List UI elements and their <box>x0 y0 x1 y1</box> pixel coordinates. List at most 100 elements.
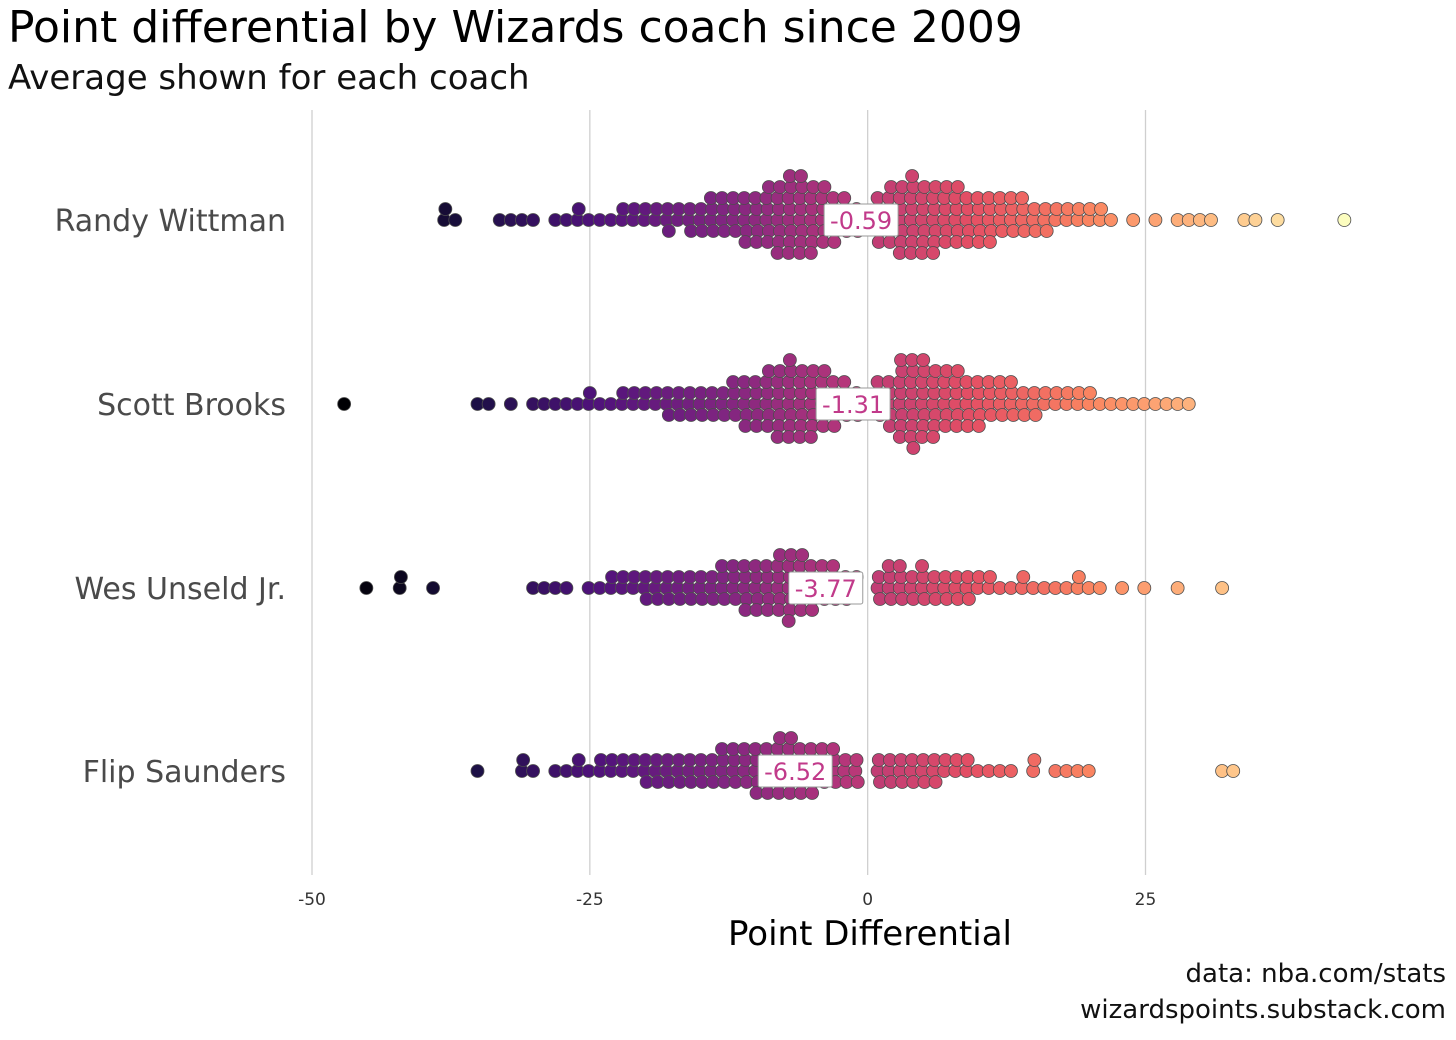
coach-row: Flip Saunders -6.52 <box>83 731 1241 800</box>
game-point <box>359 581 374 595</box>
game-point <box>916 353 931 367</box>
game-point <box>826 742 841 756</box>
game-point <box>516 753 531 767</box>
game-point <box>826 559 841 573</box>
game-point <box>781 614 796 628</box>
game-point <box>926 246 941 260</box>
game-point <box>448 213 463 227</box>
caption-site: wizardspoints.substack.com <box>1080 995 1446 1025</box>
game-point <box>1126 213 1141 227</box>
game-point <box>849 753 864 767</box>
coach-row: Scott Brooks -1.31 <box>97 353 1196 455</box>
game-point <box>983 235 997 249</box>
game-point <box>1204 213 1218 227</box>
x-tick-label: -50 <box>298 890 326 910</box>
average-label: -6.52 <box>764 758 826 786</box>
coach-label: Flip Saunders <box>83 755 286 790</box>
game-point <box>960 753 975 767</box>
game-point <box>481 397 496 411</box>
game-point <box>782 353 797 367</box>
average-label: -0.59 <box>830 207 892 235</box>
game-point <box>526 213 540 227</box>
average-label: -3.77 <box>795 575 857 603</box>
average-label-box <box>788 571 864 605</box>
game-point <box>1027 753 1042 767</box>
x-axis-ticks: -50 -25 0 25 <box>298 890 1156 910</box>
game-point <box>526 764 540 778</box>
game-point <box>1028 408 1043 422</box>
game-point <box>827 235 842 249</box>
x-axis-title: Point Differential <box>728 914 1012 954</box>
game-point <box>1148 213 1163 227</box>
game-point <box>926 430 941 444</box>
game-point <box>915 559 929 573</box>
game-point <box>1181 397 1196 411</box>
game-point <box>426 581 440 595</box>
game-point <box>1137 581 1152 595</box>
coach-label: Scott Brooks <box>97 388 286 423</box>
coach-row: Wes Unseld Jr. -3.77 <box>75 548 1229 628</box>
game-point <box>892 559 907 573</box>
game-point <box>784 731 798 745</box>
game-point <box>1015 191 1029 205</box>
game-point <box>559 581 574 595</box>
game-point <box>817 180 832 194</box>
game-point <box>1170 581 1185 595</box>
game-point <box>661 224 676 238</box>
game-point <box>1004 375 1018 389</box>
game-point <box>850 775 865 789</box>
chart-title: Point differential by Wizards coach sinc… <box>8 2 1023 53</box>
chart-subtitle: Average shown for each coach <box>8 58 530 98</box>
game-point <box>805 603 820 617</box>
game-point <box>794 169 808 183</box>
game-point <box>905 169 920 183</box>
game-point <box>971 419 986 433</box>
caption-source: data: nba.com/stats <box>1185 959 1446 989</box>
game-point <box>928 775 943 789</box>
game-point <box>795 548 810 562</box>
game-point <box>1337 213 1352 227</box>
coach-row: Randy Wittman -0.59 <box>55 169 1352 260</box>
game-point <box>804 246 818 260</box>
coach-rows: Randy Wittman -0.59 Scott Brooks -1.31 Wes U… <box>55 169 1352 800</box>
game-point <box>582 386 597 400</box>
game-point <box>961 592 976 606</box>
game-point <box>571 202 586 216</box>
average-label-box <box>823 203 899 237</box>
game-point <box>950 180 965 194</box>
coach-label: Randy Wittman <box>55 204 286 239</box>
game-point <box>337 397 352 411</box>
game-point <box>1081 764 1096 778</box>
game-point <box>1092 581 1107 595</box>
game-point <box>394 570 408 584</box>
game-point <box>1104 213 1118 227</box>
game-point <box>1248 213 1263 227</box>
average-label: -1.31 <box>822 391 884 419</box>
average-label-box <box>815 387 891 421</box>
game-point <box>503 397 518 411</box>
game-point <box>817 364 832 378</box>
caption: data: nba.com/stats wizardspoints.substa… <box>1080 956 1446 1028</box>
game-point <box>571 753 586 767</box>
game-point <box>470 764 485 778</box>
x-tick-label: 25 <box>1135 890 1157 910</box>
game-point <box>950 364 965 378</box>
game-point <box>1039 224 1054 238</box>
game-point <box>837 191 852 205</box>
game-point <box>1270 213 1285 227</box>
game-point <box>1004 764 1018 778</box>
game-point <box>1226 764 1241 778</box>
game-point <box>805 786 820 800</box>
game-point <box>438 202 453 216</box>
game-point <box>1115 581 1129 595</box>
game-point <box>983 570 997 584</box>
x-tick-label: -25 <box>576 890 604 910</box>
game-point <box>1215 581 1229 595</box>
game-point <box>1083 386 1097 400</box>
x-tick-label: 0 <box>862 890 873 910</box>
game-point <box>827 419 842 433</box>
game-point <box>1094 202 1108 216</box>
game-point <box>804 430 818 444</box>
game-point <box>1071 570 1086 584</box>
